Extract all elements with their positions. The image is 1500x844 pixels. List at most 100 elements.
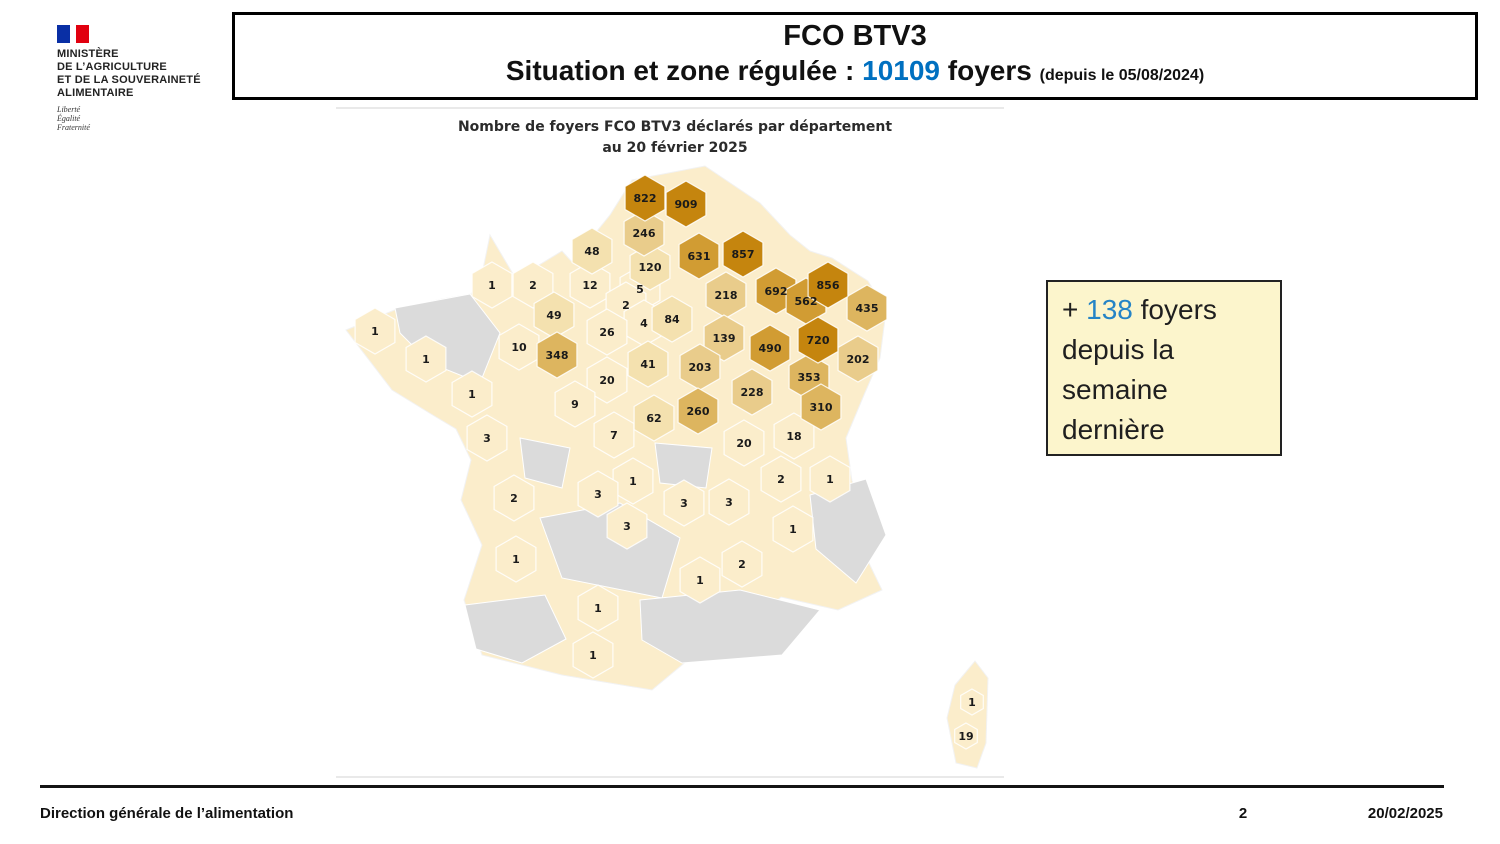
department-count-label: 20 (599, 374, 615, 387)
ministry-name-line: MINISTÈRE (57, 48, 119, 60)
department-count-label: 49 (546, 309, 561, 322)
department-cell (586, 308, 628, 356)
department-cell (677, 387, 719, 435)
department-cell (495, 535, 537, 583)
department-cell (498, 323, 540, 371)
department-count-label: 139 (713, 332, 736, 345)
no-data-region (519, 437, 571, 489)
department-cell (624, 174, 666, 222)
department-count-label: 1 (696, 574, 704, 587)
motto-line: Égalité (57, 114, 81, 123)
department-count-label: 822 (634, 192, 657, 205)
department-cell (679, 556, 721, 604)
department-cell (606, 502, 648, 550)
department-cell (629, 243, 671, 291)
department-cell (800, 383, 842, 431)
ministry-name-line: ALIMENTAIRE (57, 87, 134, 99)
department-cell (960, 688, 984, 716)
department-cell (471, 261, 513, 309)
department-count-label: 7 (610, 429, 618, 442)
department-cell (554, 380, 596, 428)
slide-title-box: FCO BTV3 Situation et zone régulée : 101… (232, 12, 1478, 100)
department-count-label: 857 (732, 248, 755, 261)
map-title-line2: au 20 février 2025 (602, 140, 748, 156)
callout-line4: dernière (1062, 414, 1165, 445)
department-count-label: 1 (629, 475, 637, 488)
department-count-label: 120 (639, 261, 662, 274)
department-count-label: 9 (571, 398, 579, 411)
callout-line2: depuis la (1062, 334, 1175, 365)
department-count-label: 562 (795, 295, 818, 308)
callout-plus: + (1062, 294, 1087, 325)
department-count-label: 19 (958, 730, 973, 743)
ministry-name-line: ET DE LA SOUVERAINETÉ (57, 74, 201, 86)
department-count-label: 2 (622, 299, 630, 312)
title-mid: foyers (940, 54, 1040, 86)
department-count-label: 490 (759, 342, 782, 355)
department-count-label: 20 (736, 437, 752, 450)
title-prefix: Situation et zone régulée : (505, 54, 863, 86)
department-cell (731, 368, 773, 416)
department-cell (651, 295, 693, 343)
department-count-label: 10 (511, 341, 527, 354)
department-count-label: 2 (529, 279, 537, 292)
footer-date: 20/02/2025 (1367, 805, 1443, 822)
department-count-label: 856 (817, 279, 840, 292)
map-title: Nombre de foyers FCO BTV3 déclarés par d… (340, 117, 1010, 159)
department-count-label: 5 (636, 283, 644, 296)
no-data-region (654, 442, 713, 489)
page-number: 2 (1238, 805, 1248, 822)
department-count-label: 3 (725, 496, 733, 509)
callout-line3: semaine (1062, 374, 1168, 405)
department-cell (571, 227, 613, 275)
department-cell (663, 479, 705, 527)
footer-org-name: Direction générale de l’alimentation (40, 805, 294, 822)
map-title-line1: Nombre de foyers FCO BTV3 déclarés par d… (457, 119, 893, 135)
department-cell (577, 584, 619, 632)
department-cell (722, 230, 764, 278)
department-cell (354, 307, 396, 355)
department-count-label: 246 (633, 227, 656, 240)
department-count-label: 353 (798, 371, 821, 384)
department-cell (703, 314, 745, 362)
department-cell (569, 261, 611, 309)
no-data-regions (394, 293, 887, 664)
french-flag-icon (57, 25, 89, 43)
motto-line: Fraternité (57, 123, 90, 132)
ministry-logo: MINISTÈRE DE L’AGRICULTURE ET DE LA SOUV… (57, 25, 257, 132)
department-count-label: 12 (582, 279, 597, 292)
department-count-label: 1 (422, 353, 430, 366)
department-count-label: 1 (589, 649, 597, 662)
department-cell (760, 455, 802, 503)
department-count-label: 228 (741, 386, 764, 399)
department-cells (354, 174, 984, 750)
department-count-label: 310 (810, 401, 833, 414)
department-cell (586, 356, 628, 404)
corsica-outline (946, 660, 989, 769)
department-count-label: 1 (468, 388, 476, 401)
callout-foyers: foyers (1132, 294, 1217, 325)
department-count-label: 1 (968, 696, 976, 709)
department-cell (807, 261, 849, 309)
flag-white-stripe (70, 25, 76, 43)
slide-title-line1: FCO BTV3 (783, 19, 927, 52)
department-cell (954, 722, 978, 750)
department-count-label: 4 (640, 317, 648, 330)
department-count-label: 260 (687, 405, 710, 418)
department-count-label: 3 (594, 488, 602, 501)
department-cell (512, 261, 554, 309)
department-count-label: 203 (689, 361, 712, 374)
total-foyers-count: 10109 (862, 54, 940, 86)
department-cell (577, 470, 619, 518)
republic-motto: Liberté Égalité Fraternité (57, 105, 257, 132)
department-count-label: 1 (826, 473, 834, 486)
ministry-name: MINISTÈRE DE L’AGRICULTURE ET DE LA SOUV… (57, 48, 257, 100)
department-cell (665, 180, 707, 228)
department-cell (749, 324, 791, 372)
title-since-note: (depuis le 05/08/2024) (1039, 66, 1205, 84)
department-count-label: 48 (584, 245, 599, 258)
weekly-increase-callout: + 138 foyers depuis la semaine dernière (1046, 280, 1282, 456)
department-count-label: 26 (599, 326, 615, 339)
